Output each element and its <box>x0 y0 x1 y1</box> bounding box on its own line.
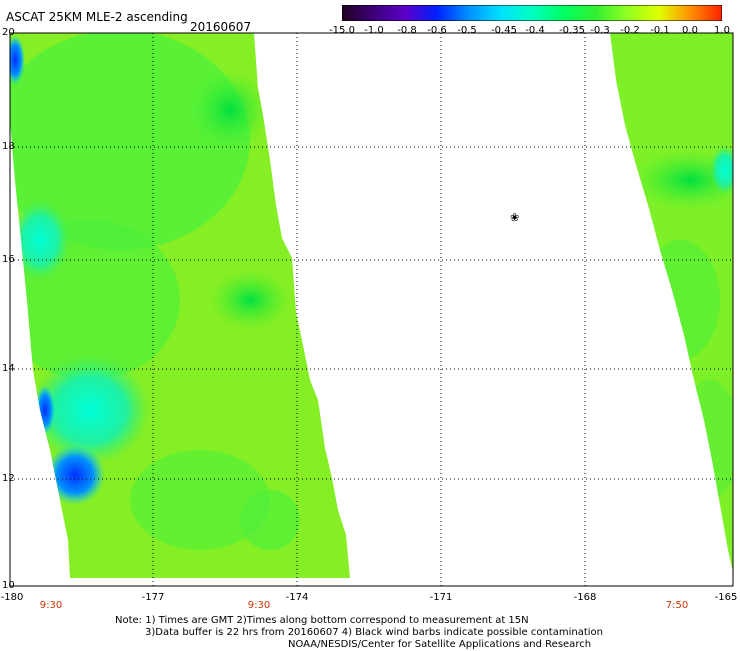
colorbar <box>342 5 722 21</box>
colorbar-gradient <box>342 5 722 21</box>
y-tick-label: 20 <box>2 27 15 38</box>
y-tick-label: 10 <box>2 580 15 591</box>
colorbar-label: 1.0 <box>714 25 730 36</box>
map-date: 20160607 <box>190 20 252 34</box>
right-swath <box>610 33 733 572</box>
wind-barb-icon: ❀ <box>510 211 520 224</box>
left-swath <box>10 33 350 578</box>
colorbar-label: 0.0 <box>682 25 698 36</box>
colorbar-label: -0.5 <box>457 25 477 36</box>
plot-frame <box>9 32 734 587</box>
colorbar-label: -0.4 <box>525 25 545 36</box>
grid-lines <box>10 33 733 586</box>
y-tick-label: 16 <box>2 254 15 265</box>
colorbar-label: -0.35 <box>559 25 585 36</box>
time-label: 9:30 <box>247 600 271 611</box>
x-tick-label: -171 <box>429 592 453 603</box>
x-tick-label: -168 <box>573 592 597 603</box>
x-tick-label: -177 <box>141 592 165 603</box>
time-label: 9:30 <box>39 600 63 611</box>
note-line-2: 3)Data buffer is 22 hrs from 20160607 4)… <box>145 627 603 638</box>
y-tick-label: 12 <box>2 473 15 484</box>
colorbar-label: -0.2 <box>620 25 640 36</box>
colorbar-label: -1.0 <box>364 25 384 36</box>
colorbar-label: -0.45 <box>491 25 517 36</box>
y-tick-label: 18 <box>2 141 15 152</box>
note-line-3: NOAA/NESDIS/Center for Satellite Applica… <box>288 639 592 650</box>
colorbar-label: -15.0 <box>329 25 355 36</box>
x-tick-label: -165 <box>714 592 738 603</box>
time-label: 7:50 <box>665 600 689 611</box>
map-title: ASCAT 25KM MLE-2 ascending <box>6 10 188 24</box>
x-tick-label: -174 <box>285 592 309 603</box>
x-tick-label: -180 <box>0 592 24 603</box>
colorbar-label: -0.3 <box>590 25 610 36</box>
note-line-1: Note: 1) Times are GMT 2)Times along bot… <box>115 615 529 626</box>
colorbar-label: -0.6 <box>427 25 447 36</box>
y-tick-label: 14 <box>2 363 15 374</box>
colorbar-label: -0.8 <box>397 25 417 36</box>
colorbar-labels: -15.0 -1.0 -0.8 -0.6 -0.5 -0.45 -0.4 -0.… <box>329 25 740 39</box>
colorbar-label: -0.1 <box>650 25 670 36</box>
